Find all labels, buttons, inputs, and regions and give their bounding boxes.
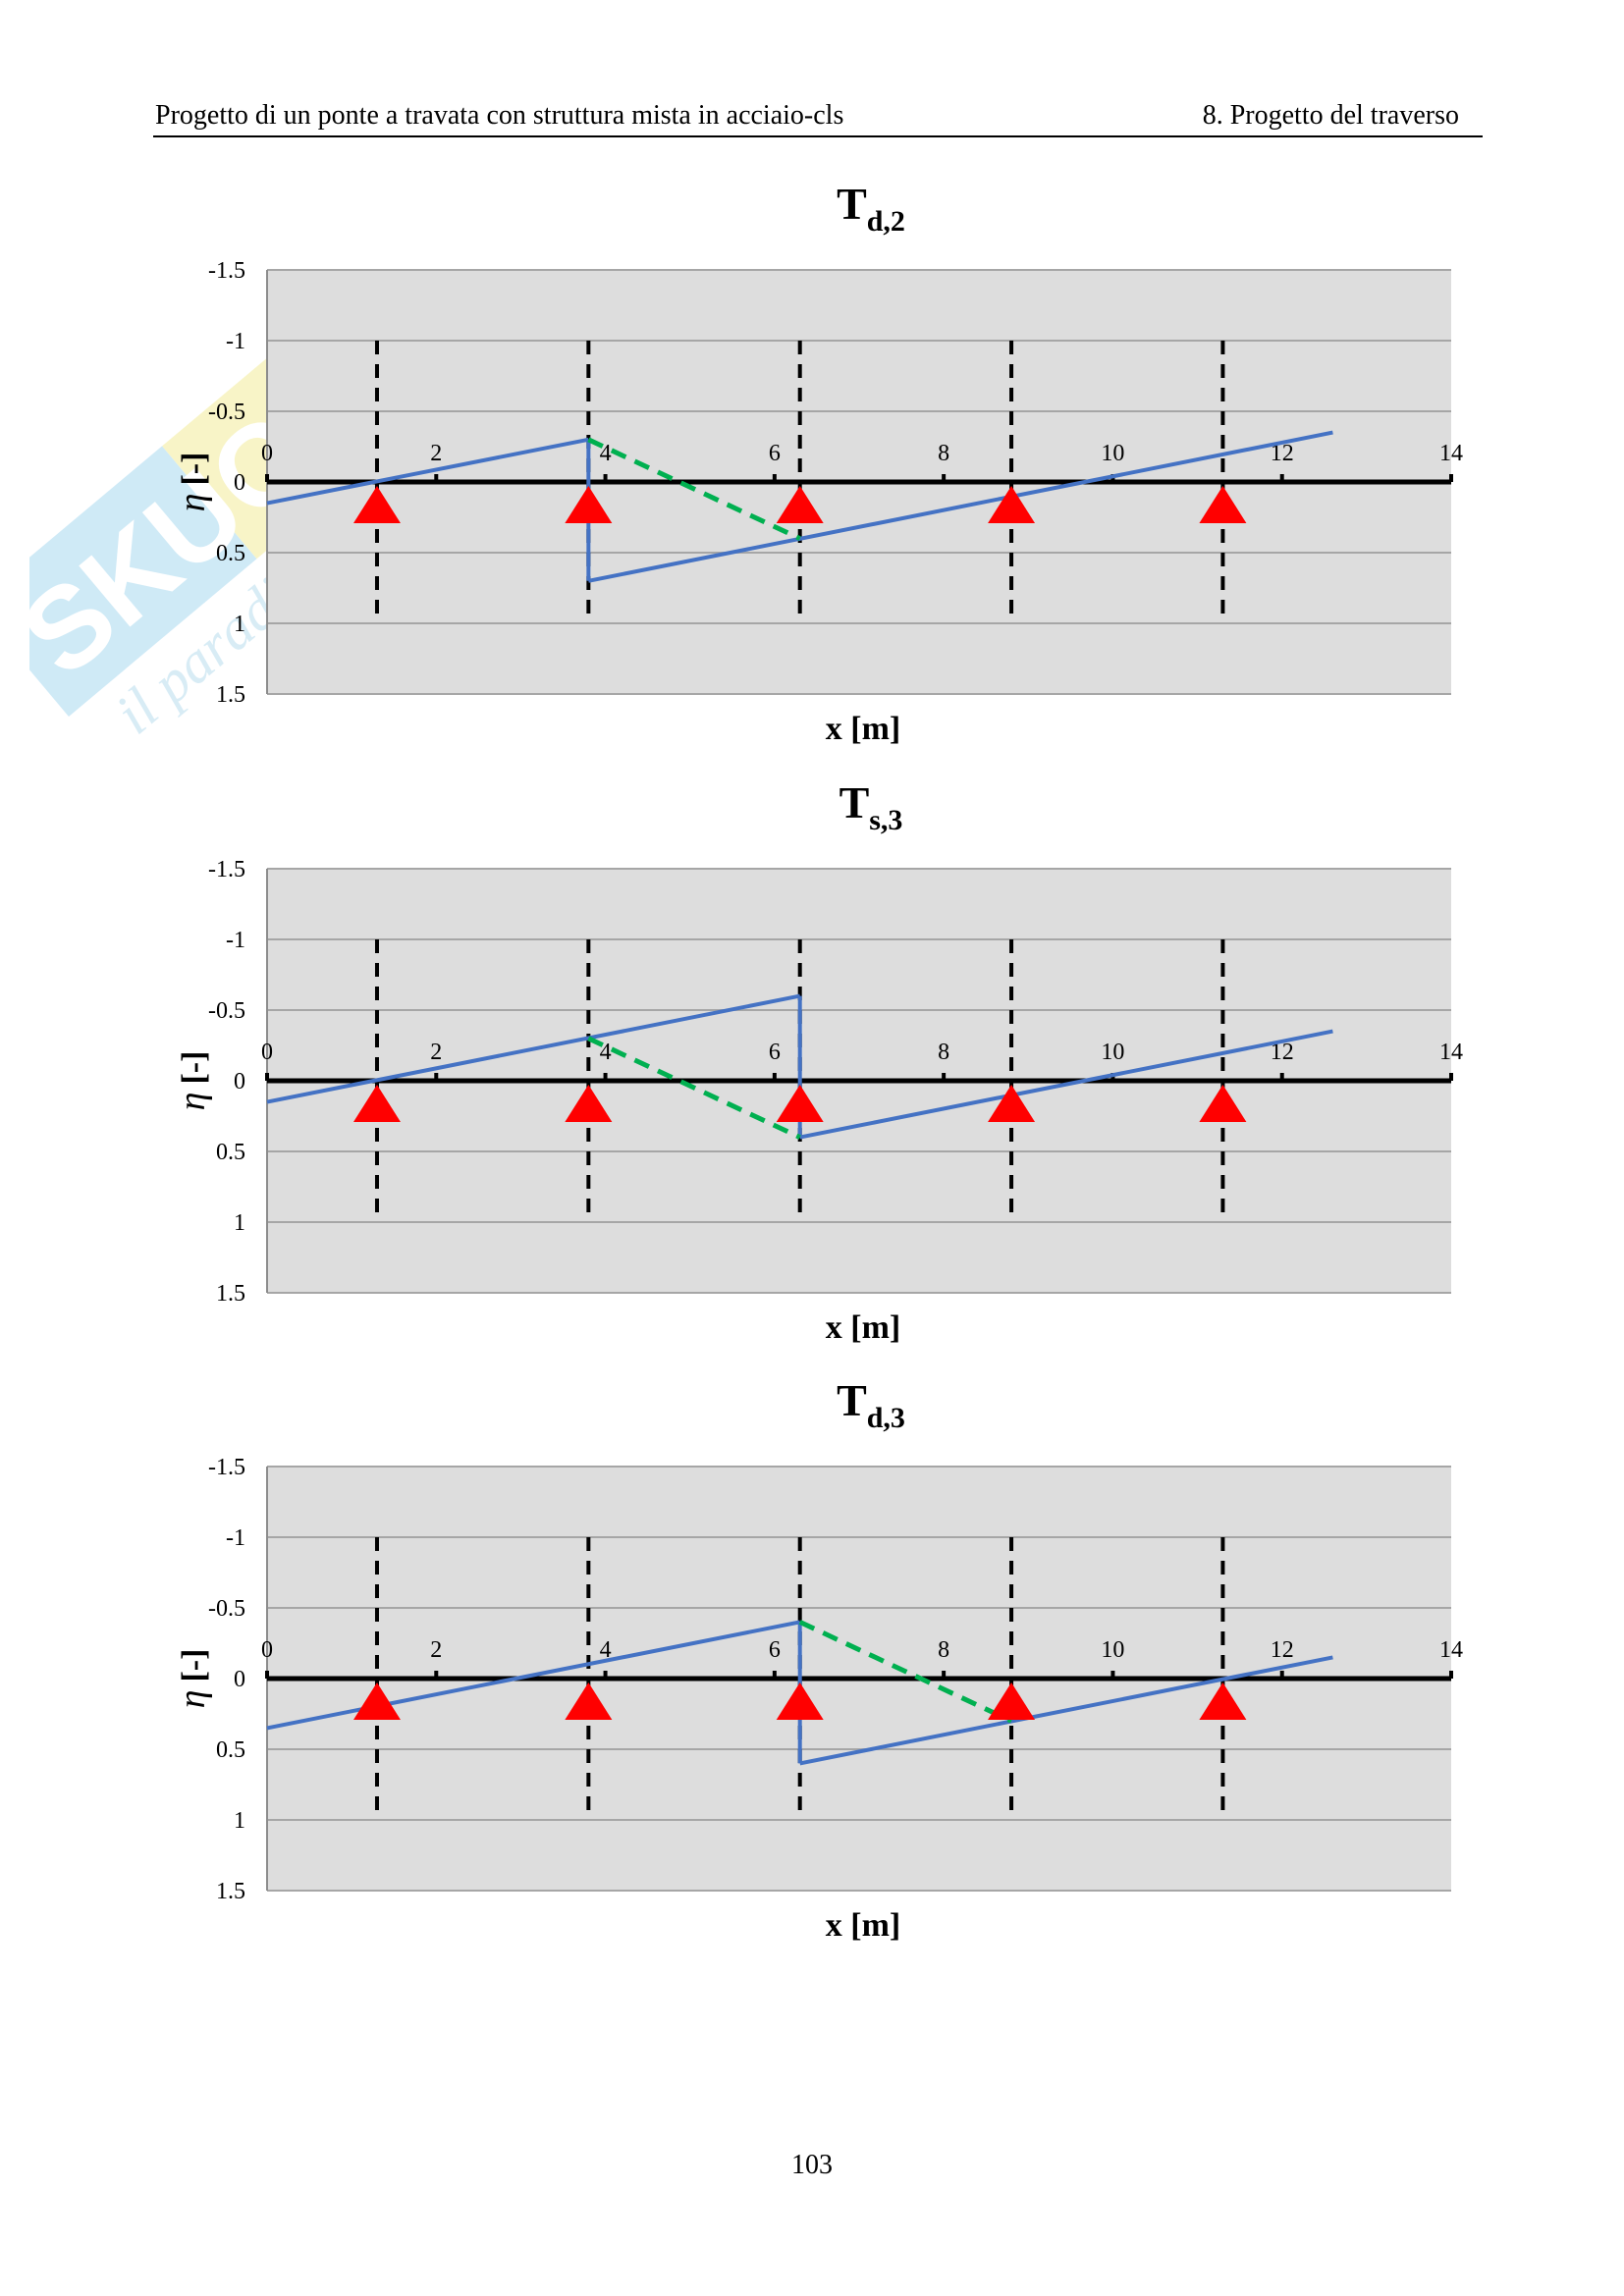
- x-tick-label: 8: [938, 1637, 949, 1663]
- y-tick-label: 0: [234, 1667, 245, 1692]
- y-tick-label: 0.5: [216, 1140, 245, 1165]
- chart-title-subscript: s,3: [869, 804, 902, 836]
- influence-line-segment: [266, 1620, 801, 1731]
- support-triangle: [565, 486, 613, 523]
- x-tick-label: 6: [769, 1040, 781, 1065]
- y-tick-label: 1: [234, 1808, 245, 1834]
- x-tick-label: 6: [769, 1637, 781, 1663]
- support-triangle: [776, 1085, 824, 1122]
- x-tick-label: 8: [938, 441, 949, 466]
- chart-title: Ts,3: [839, 777, 903, 836]
- chart-title: Td,3: [837, 1375, 905, 1434]
- y-axis-label-unit: [-]: [176, 453, 212, 486]
- y-tick-label: -1: [226, 1525, 245, 1551]
- chart-t-d-3: -1.5 -1 -0.5 0 0.5 1 1.5 0 2 4 6 8 10 12 14 Td,3 x [m] η […: [172, 1375, 1463, 1944]
- y-axis-label-unit: [-]: [176, 1649, 212, 1682]
- chart-title-subscript: d,2: [867, 205, 905, 238]
- y-tick-label: 0.5: [216, 541, 245, 566]
- support-triangle: [352, 1085, 401, 1122]
- y-tick-label: -1: [226, 329, 245, 354]
- y-axis-label-symbol: η: [172, 1690, 213, 1709]
- y-tick-label: 0: [234, 470, 245, 496]
- x-tick-label: 10: [1101, 1040, 1124, 1065]
- x-tick-label: 4: [600, 1040, 612, 1065]
- header-chapter-title: 8. Progetto del traverso: [1202, 100, 1459, 131]
- y-axis-label-symbol: η: [172, 494, 213, 512]
- y-axis-label-unit: [-]: [176, 1051, 212, 1085]
- chart-title-subscript: d,3: [867, 1402, 905, 1434]
- x-tick-label: 12: [1271, 1637, 1294, 1663]
- support-triangle: [1199, 1682, 1247, 1720]
- influence-line-segment: [266, 437, 589, 506]
- x-tick-label: 2: [430, 441, 442, 466]
- support-triangle: [776, 486, 824, 523]
- support-triangle: [988, 1682, 1036, 1720]
- support-triangle: [352, 486, 401, 523]
- support-triangle: [352, 1682, 401, 1720]
- y-tick-label: 0: [234, 1069, 245, 1095]
- support-triangle: [988, 1085, 1036, 1122]
- y-tick-label: 1.5: [216, 1879, 245, 1904]
- influence-dashed-segment: [587, 1036, 801, 1140]
- x-axis-label: x [m]: [826, 711, 900, 747]
- x-tick-label: 14: [1439, 441, 1463, 466]
- x-tick-label: 2: [430, 1637, 442, 1663]
- x-tick-label: 0: [261, 441, 273, 466]
- y-axis-label-symbol: η: [172, 1093, 213, 1111]
- x-tick-label: 2: [430, 1040, 442, 1065]
- x-axis-label: x [m]: [826, 1907, 900, 1944]
- x-tick-label: 4: [600, 1637, 612, 1663]
- x-tick-label: 14: [1439, 1040, 1463, 1065]
- x-tick-label: 10: [1101, 1637, 1124, 1663]
- chart-title-main: T: [839, 777, 870, 828]
- influence-line-segment: [799, 1029, 1333, 1140]
- chart-title: Td,2: [837, 179, 905, 238]
- y-tick-label: -1.5: [208, 1455, 245, 1480]
- y-axis-label: η [-]: [172, 453, 213, 512]
- y-tick-label: -0.5: [208, 400, 245, 425]
- x-tick-label: 4: [600, 441, 612, 466]
- influence-dashed-segment: [587, 437, 801, 541]
- influence-line-segment: [266, 993, 801, 1104]
- header-document-title: Progetto di un ponte a travata con strut…: [155, 100, 844, 131]
- support-triangle: [1199, 486, 1247, 523]
- y-tick-label: -1.5: [208, 857, 245, 882]
- influence-line-segment: [799, 1655, 1333, 1766]
- support-triangle: [1199, 1085, 1247, 1122]
- y-tick-label: 1: [234, 612, 245, 637]
- y-tick-label: -0.5: [208, 1596, 245, 1622]
- y-tick-label: 0.5: [216, 1737, 245, 1763]
- influence-line-segment: [587, 430, 1333, 583]
- running-header: Progetto di un ponte a travata con strut…: [153, 98, 1483, 137]
- x-tick-label: 14: [1439, 1637, 1463, 1663]
- page-number: 103: [791, 2150, 833, 2180]
- chart-title-main: T: [837, 1375, 867, 1425]
- x-tick-label: 8: [938, 1040, 949, 1065]
- y-axis-label: η [-]: [172, 1649, 213, 1709]
- x-tick-label: 6: [769, 441, 781, 466]
- support-triangle: [565, 1085, 613, 1122]
- x-axis-label: x [m]: [826, 1309, 900, 1346]
- y-tick-label: -1.5: [208, 258, 245, 284]
- support-triangle: [776, 1682, 824, 1720]
- support-triangle: [988, 486, 1036, 523]
- x-tick-label: 0: [261, 1040, 273, 1065]
- x-tick-label: 0: [261, 1637, 273, 1663]
- support-triangle: [565, 1682, 613, 1720]
- y-tick-label: 1: [234, 1210, 245, 1236]
- y-tick-label: -1: [226, 928, 245, 953]
- y-tick-label: 1.5: [216, 1281, 245, 1307]
- y-axis-label: η [-]: [172, 1051, 213, 1111]
- y-tick-label: 1.5: [216, 682, 245, 708]
- y-tick-label: -0.5: [208, 998, 245, 1024]
- influence-dashed-segment: [798, 1620, 1013, 1724]
- x-tick-label: 10: [1101, 441, 1124, 466]
- chart-title-main: T: [837, 179, 867, 229]
